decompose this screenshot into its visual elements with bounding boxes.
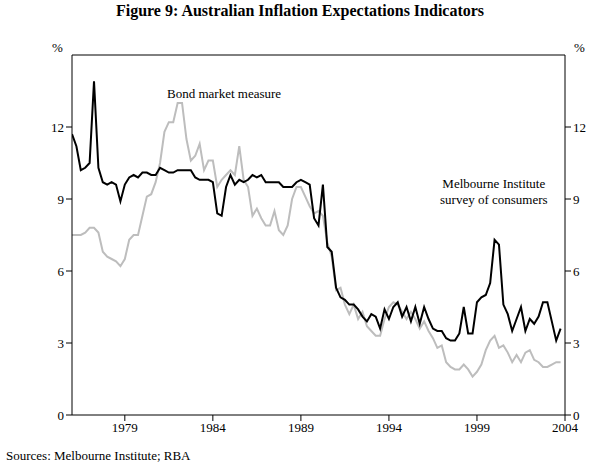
html-text:Figure 9: Australian Inflation: Figure 9: Australian Inflation Expectati… (115, 2, 485, 19)
svg-text:3: 3 (573, 336, 580, 351)
svg-text:2004: 2004 (552, 420, 578, 436)
svg-text:9: 9 (573, 192, 580, 207)
svg-text:1989: 1989 (288, 420, 314, 435)
svg-text:1984: 1984 (200, 420, 227, 435)
svg-text:0: 0 (58, 408, 65, 423)
svg-text:12: 12 (51, 120, 64, 135)
svg-text:9: 9 (58, 192, 65, 207)
html-text:Melbourne Institute: Melbourne Institute (442, 176, 546, 191)
svg-text:1999: 1999 (464, 420, 490, 435)
svg-text:1979: 1979 (112, 420, 138, 435)
html-text:survey of consumers: survey of consumers (440, 192, 548, 207)
svg-text:0: 0 (573, 408, 580, 423)
svg-text:3: 3 (58, 336, 65, 351)
svg-text:1994: 1994 (376, 420, 403, 435)
svg-text:6: 6 (58, 264, 65, 279)
html-text:Sources: Melbourne Institute;: Sources: Melbourne Institute; RBA (6, 448, 191, 463)
svg-text:12: 12 (573, 120, 586, 135)
html-text:Bond market measure: Bond market measure (167, 86, 282, 101)
svg-text:6: 6 (573, 264, 580, 279)
